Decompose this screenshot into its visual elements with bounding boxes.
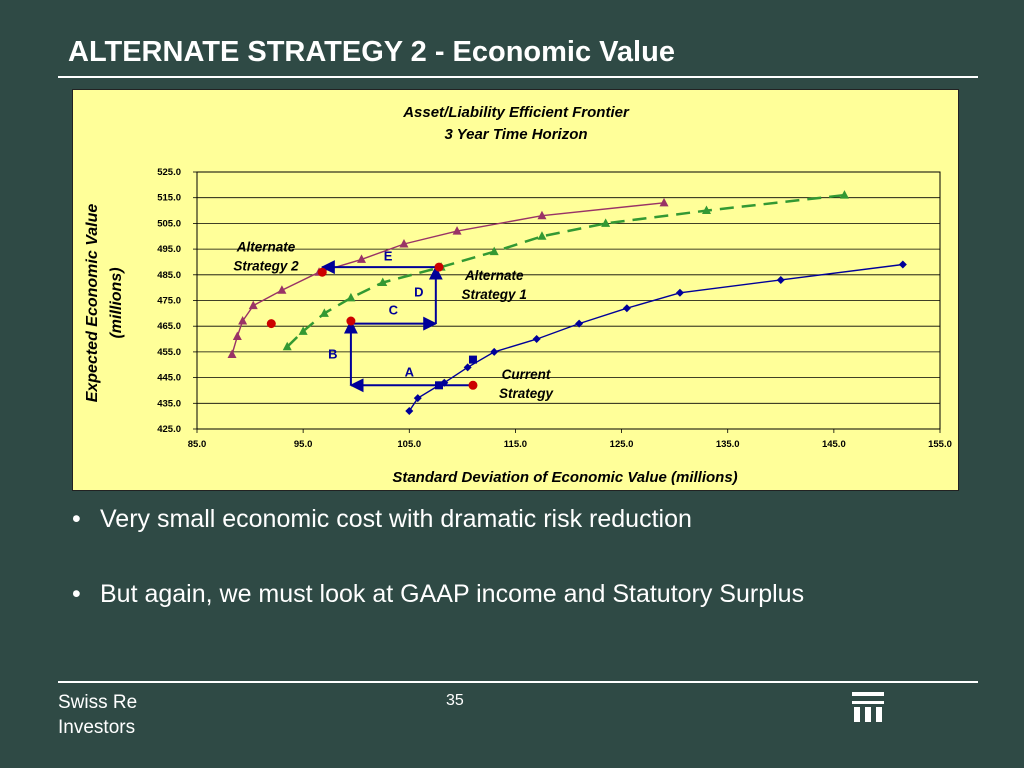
series-point-1 [346,292,356,302]
strategy-point [346,316,356,326]
x-tick-label: 125.0 [610,439,634,450]
strategy-point [317,267,327,277]
arrow-label: D [414,285,423,300]
annotation-text: Strategy 2 [233,259,299,274]
chart-panel: Asset/Liability Efficient Frontier 3 Yea… [72,89,959,491]
series-point-2 [452,226,462,235]
series-point-2 [248,300,258,310]
series-point-1 [701,205,711,215]
bullet-list: Very small economic cost with dramatic r… [72,505,804,655]
series-point-0 [532,335,541,344]
y-tick-label: 445.0 [157,373,181,384]
arrow-label: E [384,249,393,264]
annotation-text: Strategy [499,386,555,401]
efficient-frontier-chart: Asset/Liability Efficient Frontier 3 Yea… [84,104,952,486]
series-point-0 [463,363,472,372]
series-point-0 [622,304,631,313]
slide-title: ALTERNATE STRATEGY 2 - Economic Value [68,36,675,68]
y-tick-label: 515.0 [157,193,181,204]
series-point-0 [405,407,414,416]
x-tick-label: 105.0 [397,439,421,450]
title-divider [58,76,978,78]
series-point-2 [659,197,669,207]
y-tick-label: 475.0 [157,296,181,307]
x-axis-label: Standard Deviation of Economic Value (mi… [392,469,737,486]
company-division: Investors [58,717,136,738]
series-point-0 [675,288,684,297]
series-point-1 [282,341,292,351]
strategy-point [468,380,478,390]
arrow-label: C [389,303,399,318]
series-point-0 [490,347,499,356]
y-tick-label: 495.0 [157,244,181,255]
x-tick-label: 135.0 [716,439,740,450]
series-point-2 [399,238,409,248]
y-tick-label: 485.0 [157,270,181,281]
y-axis-unit: (millions) [108,267,125,338]
arrow-label: A [405,364,415,379]
series-point-2 [238,316,248,325]
series-point-0 [413,394,422,403]
series-point-1 [489,246,499,256]
y-tick-label: 525.0 [157,167,181,178]
x-tick-label: 95.0 [294,439,313,450]
strategy-point [434,262,444,272]
y-axis-label: Expected Economic Value [84,204,101,403]
x-tick-label: 115.0 [504,439,527,450]
y-tick-label: 435.0 [157,398,181,409]
annotation-text: Current [502,367,551,382]
footer-divider [58,681,978,683]
page-number: 35 [446,692,464,709]
bullet-item: But again, we must look at GAAP income a… [72,580,804,609]
series-point-0 [575,319,584,328]
arrow-label: B [328,346,337,361]
series-point-2 [357,254,367,263]
series-point-2 [277,285,287,294]
y-tick-label: 425.0 [157,424,181,435]
company-name: Swiss Re [58,692,138,713]
footer-company: Swiss Re Investors [58,690,137,740]
series-point-1 [378,277,388,287]
series-point-2 [232,331,242,340]
annotation-text: Alternate [236,240,296,255]
swiss-re-logo-icon [852,692,884,722]
x-tick-label: 85.0 [188,439,207,450]
series-point-1 [839,190,849,199]
series-point-2 [227,349,237,358]
y-tick-label: 465.0 [157,321,181,332]
series-point-1 [601,218,611,227]
y-tick-label: 505.0 [157,218,181,229]
chart-subtitle: 3 Year Time Horizon [444,126,587,143]
y-tick-label: 455.0 [157,347,181,358]
series-point-1 [298,326,308,335]
x-tick-label: 155.0 [928,439,952,450]
annotation-text: Strategy 1 [462,287,527,302]
strategy-point [266,319,276,329]
chart-title: Asset/Liability Efficient Frontier [402,104,630,121]
series-point-2 [537,210,547,220]
x-tick-label: 145.0 [822,439,846,450]
annotation-text: Alternate [464,268,524,283]
series-point-0 [776,275,785,284]
series-point-0 [898,260,907,269]
series-point-1 [537,231,547,240]
series-point-1 [319,308,329,317]
path-marker [468,355,477,364]
bullet-item: Very small economic cost with dramatic r… [72,505,804,534]
